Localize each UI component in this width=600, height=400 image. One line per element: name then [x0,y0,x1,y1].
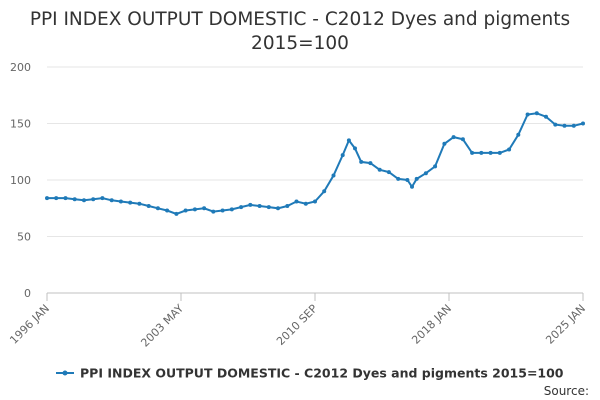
x-tick-label: 2003 MAY [138,302,186,350]
data-point[interactable] [377,167,382,172]
y-axis-ticks: 0 50 100 150 200 [10,61,31,300]
data-point[interactable] [165,208,170,213]
data-point[interactable] [410,184,414,189]
y-tick-label: 100 [10,174,31,187]
data-point[interactable] [353,146,357,151]
series-line [47,112,584,215]
data-point[interactable] [100,196,105,201]
x-tick-label: 2025 JAN [543,302,588,347]
data-point[interactable] [386,170,391,175]
data-point[interactable] [294,199,299,204]
data-point[interactable] [82,198,86,203]
data-point[interactable] [544,114,548,119]
data-point[interactable] [128,200,133,205]
data-point[interactable] [423,171,428,176]
data-point[interactable] [479,150,484,155]
data-point[interactable] [562,123,567,128]
data-point[interactable] [285,204,290,208]
data-point[interactable] [45,196,49,201]
data-point[interactable] [507,147,512,152]
x-tick-label: 2010 SEP [274,302,320,348]
data-point[interactable] [72,197,77,202]
data-point[interactable] [433,164,438,169]
data-point[interactable] [405,178,410,182]
data-point[interactable] [460,137,465,142]
y-tick-label: 150 [10,118,31,131]
data-point[interactable] [266,205,271,210]
data-point[interactable] [239,205,244,210]
data-point[interactable] [525,112,530,117]
y-tick-label: 0 [24,287,31,300]
data-point[interactable] [192,207,197,212]
data-point[interactable] [63,196,68,201]
data-point[interactable] [488,150,493,155]
source-label: Source: [544,384,589,398]
data-point[interactable] [91,197,96,202]
gridlines [47,66,583,237]
data-point[interactable] [396,176,401,181]
data-point[interactable] [322,189,327,194]
y-tick-label: 50 [17,231,31,244]
data-point[interactable] [516,132,521,137]
legend-label: PPI INDEX OUTPUT DOMESTIC - C2012 Dyes a… [80,366,564,381]
data-point[interactable] [534,111,539,116]
data-point[interactable] [257,204,262,208]
data-point[interactable] [303,201,308,206]
data-point[interactable] [313,199,317,204]
data-point[interactable] [331,173,336,178]
data-point[interactable] [183,208,188,213]
series-markers [45,111,585,216]
data-point[interactable] [414,176,419,181]
legend-marker-icon [62,370,68,376]
data-point[interactable] [211,209,216,214]
data-point[interactable] [581,121,585,126]
chart-title-line1: PPI INDEX OUTPUT DOMESTIC - C2012 Dyes a… [30,9,570,30]
data-point[interactable] [118,199,123,204]
data-point[interactable] [229,207,234,212]
data-point[interactable] [54,196,59,201]
data-point[interactable] [553,122,558,127]
data-point[interactable] [109,198,114,203]
chart-title-line2: 2015=100 [251,33,349,54]
data-point[interactable] [451,135,456,140]
data-point[interactable] [276,206,280,211]
data-point[interactable] [146,204,151,208]
data-point[interactable] [368,161,373,166]
data-point[interactable] [220,208,225,213]
data-point[interactable] [174,211,179,216]
data-point[interactable] [359,159,364,164]
data-point[interactable] [202,206,207,211]
x-tick-label: 1996 JAN [7,302,52,347]
x-tick-label: 2018 JAN [409,302,454,347]
data-point[interactable] [442,141,447,146]
x-axis-ticks: 1996 JAN 2003 MAY 2010 SEP 2018 JAN 2025 JAN [7,293,588,350]
legend[interactable]: PPI INDEX OUTPUT DOMESTIC - C2012 Dyes a… [56,366,564,381]
data-point[interactable] [571,123,576,128]
data-point[interactable] [346,138,351,143]
data-point[interactable] [470,150,475,155]
data-point[interactable] [248,202,253,207]
data-point[interactable] [340,153,345,158]
data-point[interactable] [155,206,160,211]
data-point[interactable] [137,201,142,206]
y-tick-label: 200 [10,61,31,74]
data-point[interactable] [497,150,502,155]
